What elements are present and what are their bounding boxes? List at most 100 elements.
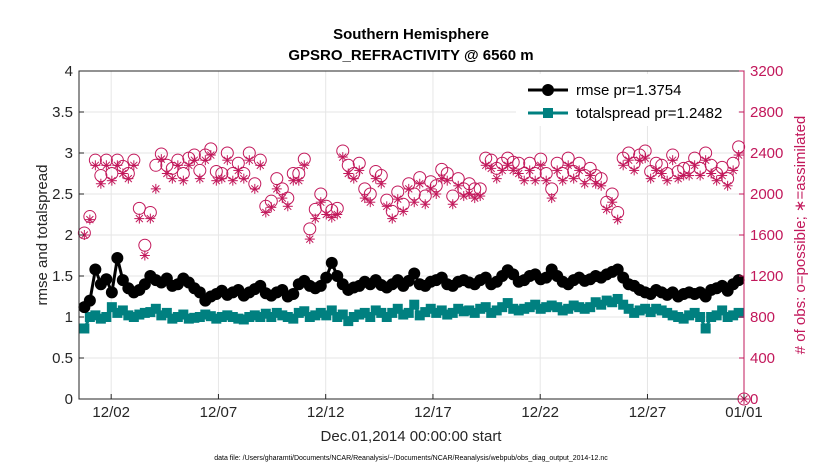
rmse-point [100, 273, 113, 286]
totalspread-point [557, 305, 568, 316]
totalspread-point [645, 307, 656, 318]
assimilated-obs-point [585, 170, 596, 181]
totalspread-point [233, 313, 244, 324]
totalspread-point [541, 302, 552, 313]
assimilated-obs-point [233, 165, 244, 176]
totalspread-point [266, 312, 277, 322]
assimilated-obs-point [299, 160, 310, 171]
assimilated-obs-point [255, 160, 266, 171]
assimilated-obs-point [733, 150, 744, 161]
assimilated-obs-point [689, 160, 700, 171]
assimilated-obs-point [453, 180, 464, 191]
totalspread-point [601, 295, 612, 306]
totalspread-point [447, 307, 458, 318]
y-left-tick-label: 0.5 [52, 350, 73, 367]
assimilated-obs-point [84, 214, 95, 225]
assimilated-obs-point [574, 165, 585, 176]
assimilated-obs-point [381, 201, 392, 212]
assimilated-obs-point [392, 194, 403, 205]
totalspread-point [623, 303, 634, 314]
totalspread-point [695, 312, 706, 322]
assimilated-obs-point [667, 155, 678, 166]
totalspread-point [293, 307, 304, 318]
assimilated-obs-point [150, 183, 161, 194]
assimilated-obs-point [376, 178, 387, 189]
assimilated-obs-point [348, 173, 359, 184]
assimilated-obs-point [420, 199, 431, 210]
x-tick-label: 12/22 [521, 404, 559, 421]
legend-rmse-label: rmse pr=1.3754 [576, 82, 681, 99]
x-tick-label: 12/12 [307, 404, 345, 421]
rmse-series [78, 251, 745, 314]
x-tick-label: 12/17 [414, 404, 452, 421]
rmse-point [111, 251, 124, 264]
x-tick-label: 12/07 [200, 404, 238, 421]
y-left-tick-label: 1 [65, 309, 73, 326]
assimilated-obs-point [222, 155, 233, 166]
totalspread-point [172, 312, 183, 322]
assimilated-obs-point [277, 193, 288, 204]
y-right-tick-label: 800 [750, 309, 775, 326]
assimilated-obs-point [535, 160, 546, 171]
assimilated-obs-point [167, 173, 178, 184]
totalspread-point [436, 305, 447, 316]
assimilated-obs-point [321, 209, 332, 220]
totalspread-point [667, 310, 678, 321]
y-axis-right-label: # of obs: o=possible; ∗=assimilated [792, 116, 809, 355]
totalspread-point [502, 298, 513, 309]
y-right-tick-label: 400 [750, 350, 775, 367]
assimilated-obs-point [640, 153, 651, 164]
assimilated-obs-point [238, 173, 249, 184]
totalspread-point [145, 307, 156, 318]
totalspread-point [365, 312, 376, 322]
assimilated-obs-point [722, 180, 733, 191]
assimilated-obs-point [519, 175, 530, 186]
totalspread-point [343, 316, 354, 327]
chart-title: Southern Hemisphere [333, 26, 489, 43]
totalspread-point [326, 305, 337, 316]
y-right-tick-label: 0 [750, 391, 758, 408]
totalspread-series [79, 293, 744, 334]
totalspread-point [519, 303, 530, 314]
assimilated-obs-point [409, 197, 420, 208]
totalspread-point [200, 309, 211, 320]
assimilated-obs-point [128, 160, 139, 171]
y-right-tick-label: 2000 [750, 186, 783, 203]
assimilated-obs-point [541, 175, 552, 186]
assimilated-obs-point [123, 173, 134, 184]
totalspread-point [684, 310, 695, 321]
y-left-tick-label: 0 [65, 391, 73, 408]
totalspread-point [464, 305, 475, 316]
assimilated-obs-point [326, 212, 337, 223]
rmse-point [83, 294, 96, 307]
data-file-footnote: data file: /Users/gharamti/Documents/NCA… [214, 455, 608, 462]
rmse-point [732, 274, 745, 287]
assimilated-obs-point [354, 165, 365, 176]
totalspread-point [475, 303, 486, 314]
totalspread-point [618, 299, 629, 310]
assimilated-obs-point [464, 189, 475, 199]
totalspread-point [84, 312, 95, 322]
totalspread-point [414, 310, 425, 321]
assimilated-obs-point [145, 213, 156, 224]
assimilated-obs-point [645, 173, 656, 184]
rmse-point [408, 267, 421, 280]
assimilated-obs-point [662, 175, 673, 186]
totalspread-point [370, 305, 381, 316]
totalspread-point [178, 309, 189, 320]
assimilated-obs-point [442, 175, 453, 186]
totalspread-point [183, 313, 194, 324]
assimilated-obs-point [612, 214, 623, 225]
assimilated-obs-point [315, 197, 326, 208]
totalspread-point [596, 299, 607, 310]
y-right-tick-label: 1600 [750, 227, 783, 244]
totalspread-point [392, 303, 403, 314]
assimilated-obs-point [684, 170, 695, 181]
assimilated-obs-point [178, 175, 189, 186]
totalspread-point [590, 297, 601, 308]
totalspread-point [425, 303, 436, 314]
assimilated-obs-point [629, 165, 640, 176]
totalspread-point [337, 309, 348, 320]
assimilated-obs-point [728, 165, 739, 176]
possible-obs-point [149, 158, 163, 172]
